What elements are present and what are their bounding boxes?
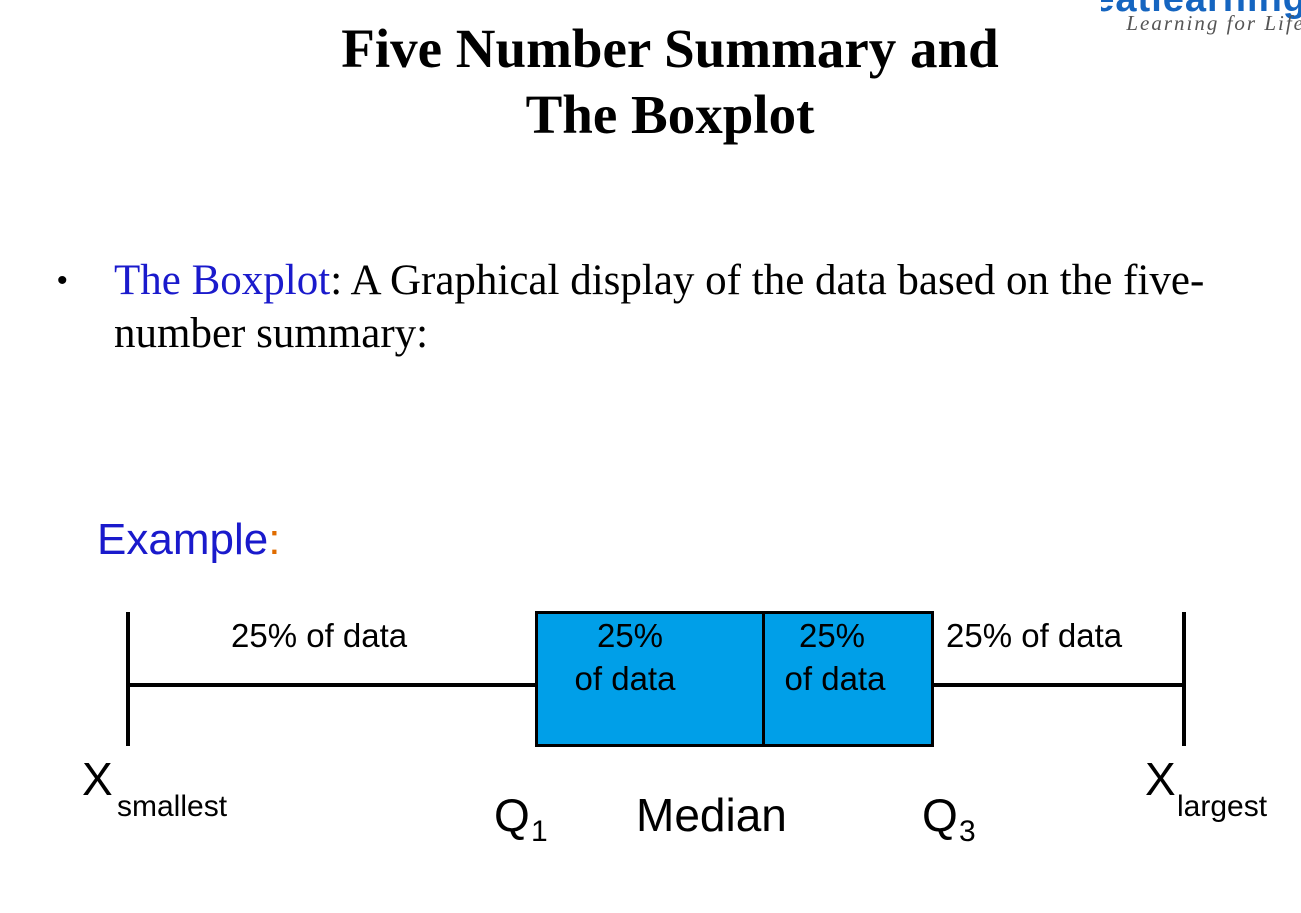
q1-sub: 1 — [531, 815, 548, 848]
left-whisker — [128, 683, 538, 687]
example-colon: : — [268, 515, 281, 564]
box-left-label-line-1: 25% — [596, 617, 664, 654]
bullet-text: The Boxplot: A Graphical display of the … — [114, 254, 1284, 360]
logo-tagline: Learning for Life — [1126, 11, 1301, 35]
x-smallest-sub: smallest — [117, 790, 228, 823]
logo-wordmark: greatlearning — [1101, 0, 1301, 21]
term-separator: : — [330, 257, 351, 304]
box-right-label-line-1: 25% — [798, 617, 866, 654]
slide-title-line-2: The Boxplot — [525, 84, 815, 145]
segment-right-label: 25% of data — [946, 617, 1123, 654]
boxplot-definition: A Graphical display of the data based on… — [114, 257, 1205, 357]
q3-main: Q — [922, 789, 958, 841]
left-whisker-end — [126, 612, 130, 746]
boxplot-term: The Boxplot — [114, 257, 331, 304]
slide-title-line-1: Five Number Summary and — [341, 18, 999, 79]
x-largest-main: X — [1145, 753, 1176, 805]
brand-logo: greatlearning Learning for Life — [1101, 0, 1301, 40]
box-lower-half — [535, 611, 767, 747]
q1-main: Q — [494, 789, 530, 841]
box-left-label-line-2: of data — [574, 660, 676, 697]
example-label: Example: — [97, 510, 280, 570]
right-whisker-end — [1182, 612, 1186, 746]
x-smallest-main: X — [82, 753, 113, 805]
segment-left-label: 25% of data — [231, 617, 408, 654]
bullet-icon: • — [57, 264, 68, 297]
example-word: Example — [97, 515, 269, 564]
median-label: Median — [636, 789, 787, 841]
x-largest-sub: largest — [1177, 790, 1268, 823]
box-upper-half — [762, 611, 934, 747]
right-whisker — [931, 683, 1185, 687]
q3-sub: 3 — [959, 815, 976, 848]
box-right-label-line-2: of data — [784, 660, 886, 697]
